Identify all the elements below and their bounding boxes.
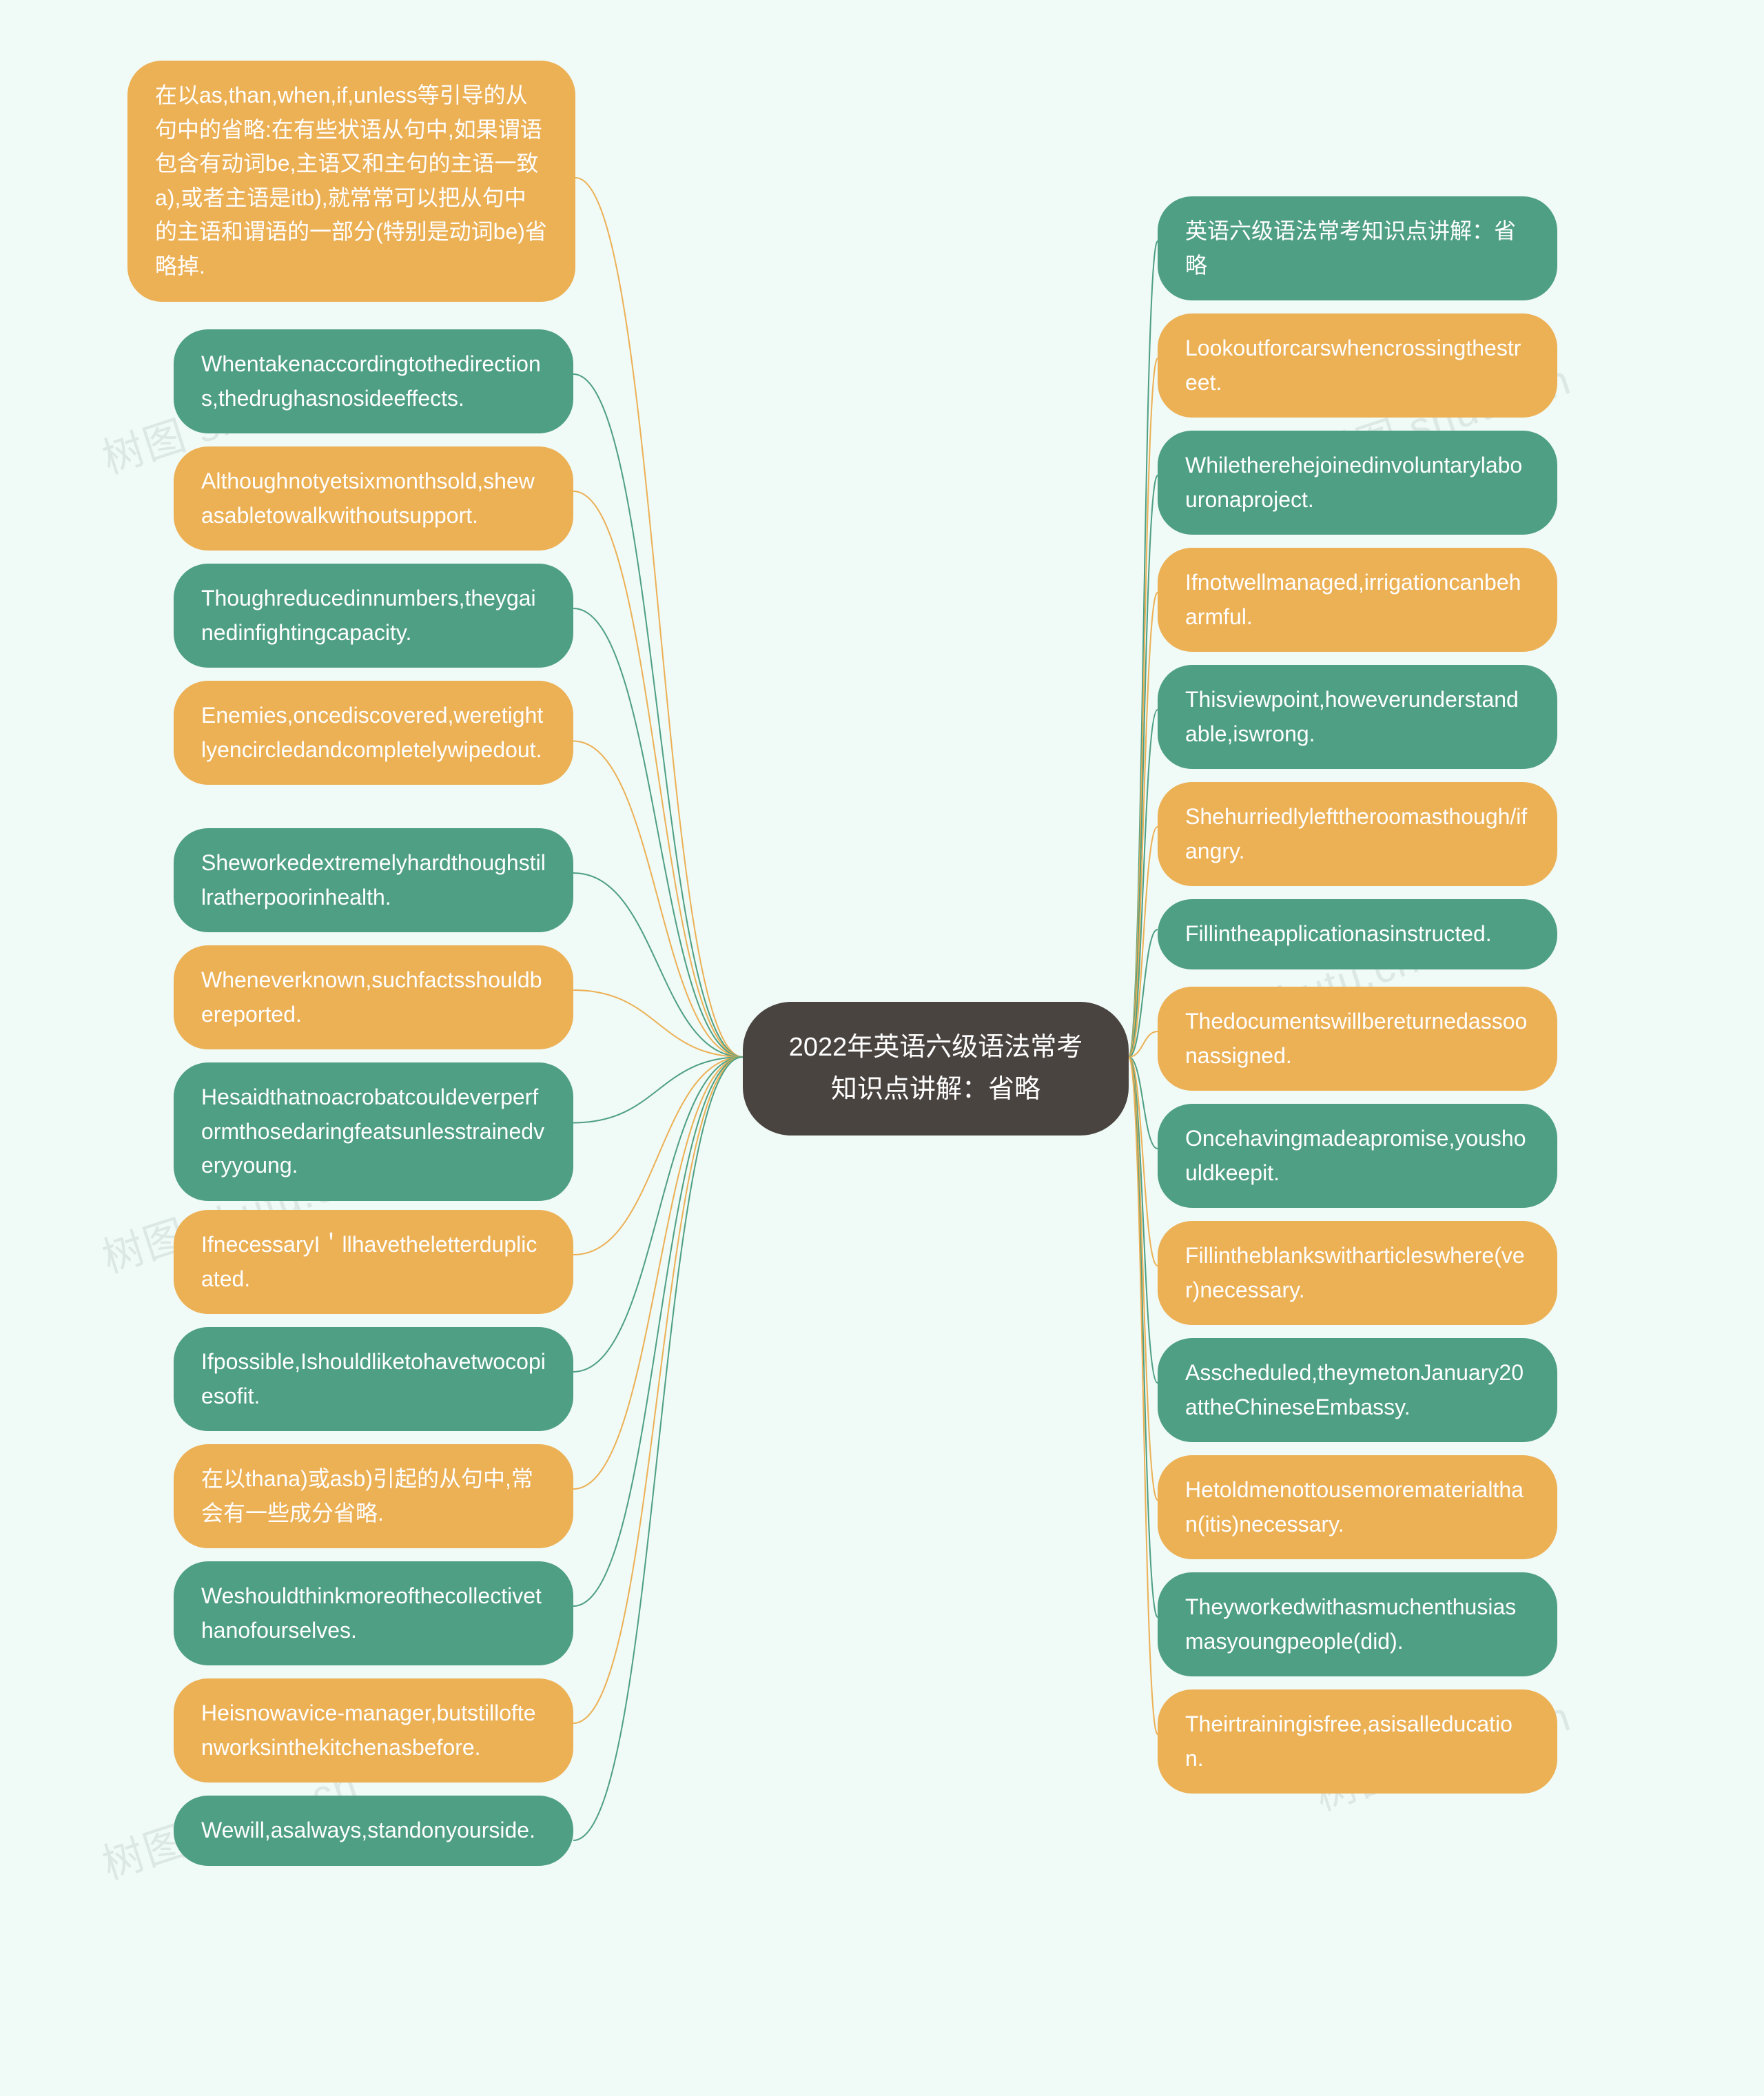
node-text: Fillintheblankswitharticleswhere(ver)nec… — [1185, 1243, 1525, 1302]
node-text: Althoughnotyetsixmonthsold,shewasabletow… — [201, 469, 535, 528]
node-text: Heisnowavice-manager,butstilloftenworksi… — [201, 1701, 536, 1760]
node-text: Theirtrainingisfree,asisalleducation. — [1185, 1712, 1512, 1771]
node-text: Sheworkedextremelyhardthoughstillratherp… — [201, 850, 546, 910]
node-text: Enemies,oncediscovered,weretightlyencirc… — [201, 703, 543, 762]
node-text: Theyworkedwithasmuchenthusiasmasyoungpeo… — [1185, 1594, 1516, 1654]
mindmap-node[interactable]: Thoughreducedinnumbers,theygainedinfight… — [174, 564, 573, 668]
mindmap-node[interactable]: Oncehavingmadeapromise,youshouldkeepit. — [1158, 1104, 1557, 1208]
node-text: Wewill,asalways,standonyourside. — [201, 1818, 535, 1842]
mindmap-node[interactable]: Shehurriedlylefttheroomasthough/ifangry. — [1158, 782, 1557, 886]
node-text: Hesaidthatnoacrobatcouldeverperformthose… — [201, 1085, 544, 1178]
mindmap-node[interactable]: Sheworkedextremelyhardthoughstillratherp… — [174, 828, 573, 932]
node-text: Whiletherehejoinedinvoluntarylabouronapr… — [1185, 453, 1522, 512]
node-text: Asscheduled,theymetonJanuary20attheChine… — [1185, 1360, 1524, 1419]
mindmap-node[interactable]: Thisviewpoint,howeverunderstandable,iswr… — [1158, 665, 1557, 769]
mindmap-node[interactable]: Wewill,asalways,standonyourside. — [174, 1796, 573, 1866]
mindmap-node[interactable]: Hesaidthatnoacrobatcouldeverperformthose… — [174, 1062, 573, 1201]
center-topic-label: 2022年英语六级语法常考 知识点讲解：省略 — [789, 1033, 1083, 1104]
mindmap-node[interactable]: Asscheduled,theymetonJanuary20attheChine… — [1158, 1338, 1557, 1442]
node-text: Ifpossible,Ishouldliketohavetwocopiesofi… — [201, 1349, 546, 1408]
mindmap-node[interactable]: Whiletherehejoinedinvoluntarylabouronapr… — [1158, 431, 1557, 535]
node-text: Ifnotwellmanaged,irrigationcanbeharmful. — [1185, 570, 1521, 629]
mindmap-node[interactable]: Ifpossible,Ishouldliketohavetwocopiesofi… — [174, 1327, 573, 1431]
mindmap-node[interactable]: Theirtrainingisfree,asisalleducation. — [1158, 1689, 1557, 1794]
mindmap-node[interactable]: Hetoldmenottousemorematerialthan(itis)ne… — [1158, 1455, 1557, 1559]
node-text: Weshouldthinkmoreofthecollectivethanofou… — [201, 1583, 542, 1643]
node-text: 在以as,than,when,if,unless等引导的从句中的省略:在有些状语… — [155, 83, 547, 278]
mindmap-node[interactable]: IfnecessaryI＇llhavetheletterduplicated. — [174, 1210, 573, 1314]
node-text: Thoughreducedinnumbers,theygainedinfight… — [201, 586, 536, 645]
mindmap-node[interactable]: Thedocumentswillbereturnedassoonassigned… — [1158, 987, 1557, 1091]
mindmap-node[interactable]: Theyworkedwithasmuchenthusiasmasyoungpeo… — [1158, 1572, 1557, 1676]
node-text: Shehurriedlylefttheroomasthough/ifangry. — [1185, 804, 1527, 863]
mindmap-node[interactable]: Enemies,oncediscovered,weretightlyencirc… — [174, 681, 573, 785]
mindmap-node[interactable]: 在以as,than,when,if,unless等引导的从句中的省略:在有些状语… — [127, 61, 575, 302]
mindmap-node[interactable]: Fillintheapplicationasinstructed. — [1158, 899, 1557, 969]
mindmap-node[interactable]: Lookoutforcarswhencrossingthestreet. — [1158, 314, 1557, 418]
node-text: 英语六级语法常考知识点讲解：省略 — [1185, 218, 1516, 278]
mindmap-node[interactable]: Wheneverknown,suchfactsshouldbereported. — [174, 945, 573, 1049]
node-text: Hetoldmenottousemorematerialthan(itis)ne… — [1185, 1477, 1524, 1537]
mindmap-node[interactable]: Ifnotwellmanaged,irrigationcanbeharmful. — [1158, 548, 1557, 652]
mindmap-node[interactable]: Althoughnotyetsixmonthsold,shewasabletow… — [174, 446, 573, 551]
mindmap-node[interactable]: Whentakenaccordingtothedirections,thedru… — [174, 329, 573, 433]
center-topic[interactable]: 2022年英语六级语法常考 知识点讲解：省略 — [743, 1002, 1129, 1136]
mindmap-node[interactable]: Weshouldthinkmoreofthecollectivethanofou… — [174, 1561, 573, 1665]
node-text: 在以thana)或asb)引起的从句中,常会有一些成分省略. — [201, 1466, 533, 1525]
node-text: Whentakenaccordingtothedirections,thedru… — [201, 351, 541, 411]
node-text: Fillintheapplicationasinstructed. — [1185, 921, 1492, 946]
mindmap-node[interactable]: 在以thana)或asb)引起的从句中,常会有一些成分省略. — [174, 1444, 573, 1548]
node-text: Thisviewpoint,howeverunderstandable,iswr… — [1185, 687, 1519, 746]
node-text: Thedocumentswillbereturnedassoonassigned… — [1185, 1009, 1527, 1068]
node-text: Wheneverknown,suchfactsshouldbereported. — [201, 967, 542, 1027]
mindmap-node[interactable]: Heisnowavice-manager,butstilloftenworksi… — [174, 1678, 573, 1782]
node-text: Oncehavingmadeapromise,youshouldkeepit. — [1185, 1126, 1526, 1185]
node-text: Lookoutforcarswhencrossingthestreet. — [1185, 336, 1521, 395]
node-text: IfnecessaryI＇llhavetheletterduplicated. — [201, 1232, 537, 1291]
mindmap-node[interactable]: 英语六级语法常考知识点讲解：省略 — [1158, 196, 1557, 300]
mindmap-node[interactable]: Fillintheblankswitharticleswhere(ver)nec… — [1158, 1221, 1557, 1325]
